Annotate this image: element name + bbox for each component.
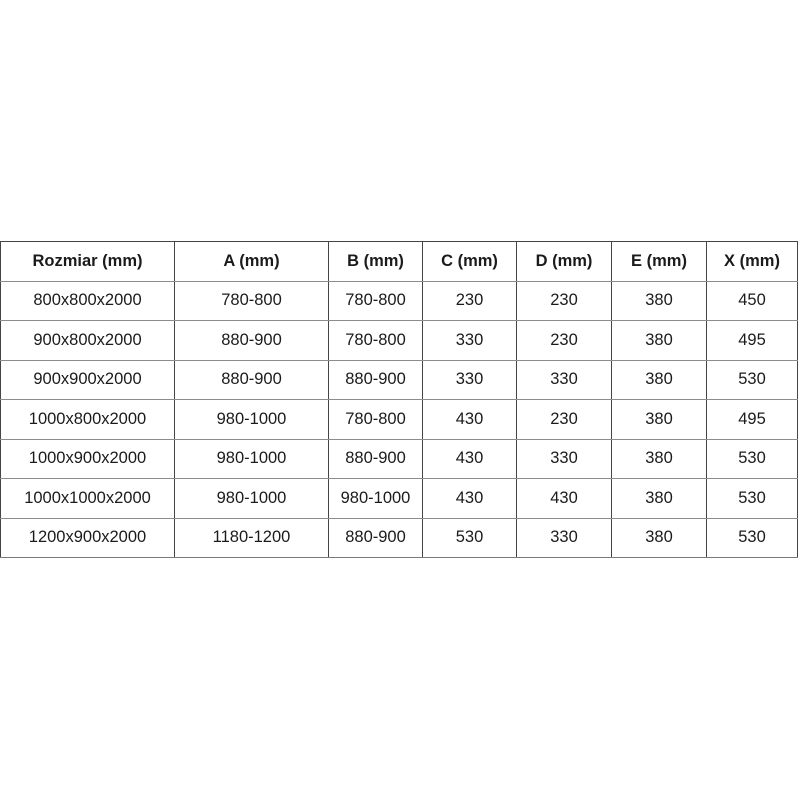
column-header: B (mm) xyxy=(328,241,423,282)
table-cell: 880-900 xyxy=(328,517,423,558)
table-cell: 800x800x2000 xyxy=(0,280,175,321)
table-row: 1000x1000x2000 980-1000 980-1000 430 430 380 5… xyxy=(0,478,798,519)
table-cell: 1000x1000x2000 xyxy=(0,478,175,519)
table-cell: 980-1000 xyxy=(174,399,329,440)
table-cell: 980-1000 xyxy=(328,478,423,519)
table-cell: 230 xyxy=(516,280,612,321)
column-header: Rozmiar (mm) xyxy=(0,241,175,282)
size-spec-table: Rozmiar (mm) A (mm) B (mm) C (mm) D (mm) E (m… xyxy=(0,241,798,558)
table-cell: 450 xyxy=(706,280,798,321)
table-cell: 430 xyxy=(516,478,612,519)
table-cell: 900x900x2000 xyxy=(0,359,175,400)
table-cell: 330 xyxy=(516,517,612,558)
table-cell: 980-1000 xyxy=(174,438,329,479)
column-header: C (mm) xyxy=(422,241,517,282)
table-cell: 530 xyxy=(706,359,798,400)
table-row: 900x900x2000 880-900 880-900 330 330 380 530 xyxy=(0,359,798,400)
table-cell: 230 xyxy=(516,320,612,361)
table-cell: 1200x900x2000 xyxy=(0,517,175,558)
table-cell: 780-800 xyxy=(328,280,423,321)
table-cell: 530 xyxy=(706,517,798,558)
table-cell: 880-900 xyxy=(174,359,329,400)
table-cell: 380 xyxy=(611,517,707,558)
table-cell: 780-800 xyxy=(328,320,423,361)
table-cell: 780-800 xyxy=(174,280,329,321)
table-cell: 330 xyxy=(516,359,612,400)
table-cell: 230 xyxy=(516,399,612,440)
column-header: A (mm) xyxy=(174,241,329,282)
table-cell: 380 xyxy=(611,478,707,519)
table-cell: 380 xyxy=(611,438,707,479)
table-cell: 380 xyxy=(611,359,707,400)
table-cell: 530 xyxy=(706,478,798,519)
column-header: X (mm) xyxy=(706,241,798,282)
table-row: 1200x900x2000 1180-1200 880-900 530 330 380 53… xyxy=(0,517,798,558)
table-cell: 330 xyxy=(516,438,612,479)
table-cell: 330 xyxy=(422,359,517,400)
table-cell: 980-1000 xyxy=(174,478,329,519)
header-row: Rozmiar (mm) A (mm) B (mm) C (mm) D (mm) E (m… xyxy=(0,241,798,282)
table-cell: 430 xyxy=(422,399,517,440)
table-cell: 1000x800x2000 xyxy=(0,399,175,440)
table-cell: 900x800x2000 xyxy=(0,320,175,361)
table-cell: 380 xyxy=(611,320,707,361)
table-cell: 330 xyxy=(422,320,517,361)
table-cell: 495 xyxy=(706,320,798,361)
table-row: 900x800x2000 880-900 780-800 330 230 380 495 xyxy=(0,320,798,361)
table-cell: 530 xyxy=(422,517,517,558)
table-cell: 780-800 xyxy=(328,399,423,440)
column-header: D (mm) xyxy=(516,241,612,282)
table-cell: 380 xyxy=(611,399,707,440)
column-header: E (mm) xyxy=(611,241,707,282)
table-cell: 430 xyxy=(422,478,517,519)
table-cell: 880-900 xyxy=(174,320,329,361)
table-row: 1000x900x2000 980-1000 880-900 430 330 380 530 xyxy=(0,438,798,479)
table-cell: 380 xyxy=(611,280,707,321)
table-cell: 230 xyxy=(422,280,517,321)
table-cell: 1180-1200 xyxy=(174,517,329,558)
table-cell: 880-900 xyxy=(328,438,423,479)
table-cell: 530 xyxy=(706,438,798,479)
table-row: 800x800x2000 780-800 780-800 230 230 380 450 xyxy=(0,280,798,321)
table-cell: 430 xyxy=(422,438,517,479)
table-row: 1000x800x2000 980-1000 780-800 430 230 380 495 xyxy=(0,399,798,440)
table-cell: 495 xyxy=(706,399,798,440)
table-cell: 1000x900x2000 xyxy=(0,438,175,479)
table-cell: 880-900 xyxy=(328,359,423,400)
